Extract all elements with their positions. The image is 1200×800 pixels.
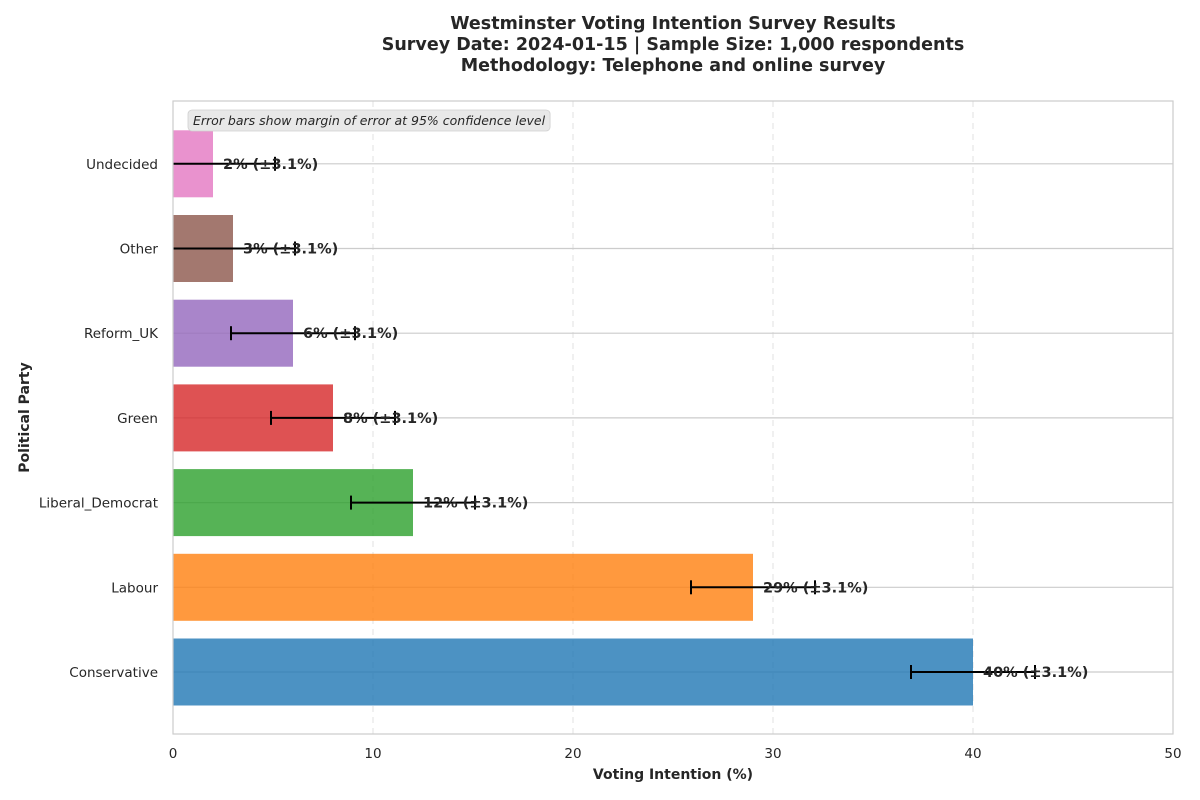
data-label: 6% (±3.1%) [303, 326, 398, 342]
y-tick-label: Labour [111, 580, 158, 596]
data-label: 8% (±3.1%) [343, 411, 438, 427]
y-tick-label: Undecided [86, 157, 158, 173]
bar-conservative [173, 638, 973, 706]
y-tick-label: Green [117, 411, 158, 427]
x-tick-label: 50 [1164, 746, 1181, 762]
error-bar-note: Error bars show margin of error at 95% c… [193, 113, 546, 128]
x-tick-label: 20 [564, 746, 581, 762]
y-axis-title: Political Party [17, 362, 33, 472]
error-bars [173, 156, 1036, 679]
data-label: 2% (±3.1%) [223, 157, 318, 173]
chart-title: Westminster Voting Intention Survey Resu… [0, 14, 1200, 77]
y-tick-label: Reform_UK [84, 326, 159, 342]
data-label: 29% (±3.1%) [763, 580, 868, 596]
data-label: 3% (±3.1%) [243, 242, 338, 258]
axis-ticks: 0 10 20 30 40 50 Conservative Labour Liberal_Dem… [39, 157, 1182, 762]
x-tick-label: 0 [169, 746, 178, 762]
plot-area-frame [172, 100, 1174, 735]
x-tick-label: 10 [364, 746, 381, 762]
y-tick-label: Other [120, 242, 159, 258]
y-tick-label: Liberal_Democrat [39, 496, 158, 512]
bar-labour [173, 553, 753, 621]
data-labels: 40% (±3.1%) 29% (±3.1%) 12% (±3.1%) 8% (±3.… [223, 157, 1088, 681]
note-box: Error bars show margin of error at 95% c… [187, 109, 551, 132]
x-tick-label: 40 [964, 746, 981, 762]
bars [173, 130, 973, 706]
chart-title-line-1: Westminster Voting Intention Survey Resu… [450, 14, 896, 34]
x-tick-label: 30 [764, 746, 781, 762]
data-label: 12% (±3.1%) [423, 496, 528, 512]
y-tick-label: Conservative [69, 665, 158, 681]
chart-title-line-3: Methodology: Telephone and online survey [460, 56, 886, 76]
note-background [187, 109, 551, 132]
x-axis-title: Voting Intention (%) [593, 767, 753, 783]
chart-title-line-2: Survey Date: 2024-01-15 | Sample Size: 1… [381, 35, 965, 55]
data-label: 40% (±3.1%) [983, 665, 1088, 681]
